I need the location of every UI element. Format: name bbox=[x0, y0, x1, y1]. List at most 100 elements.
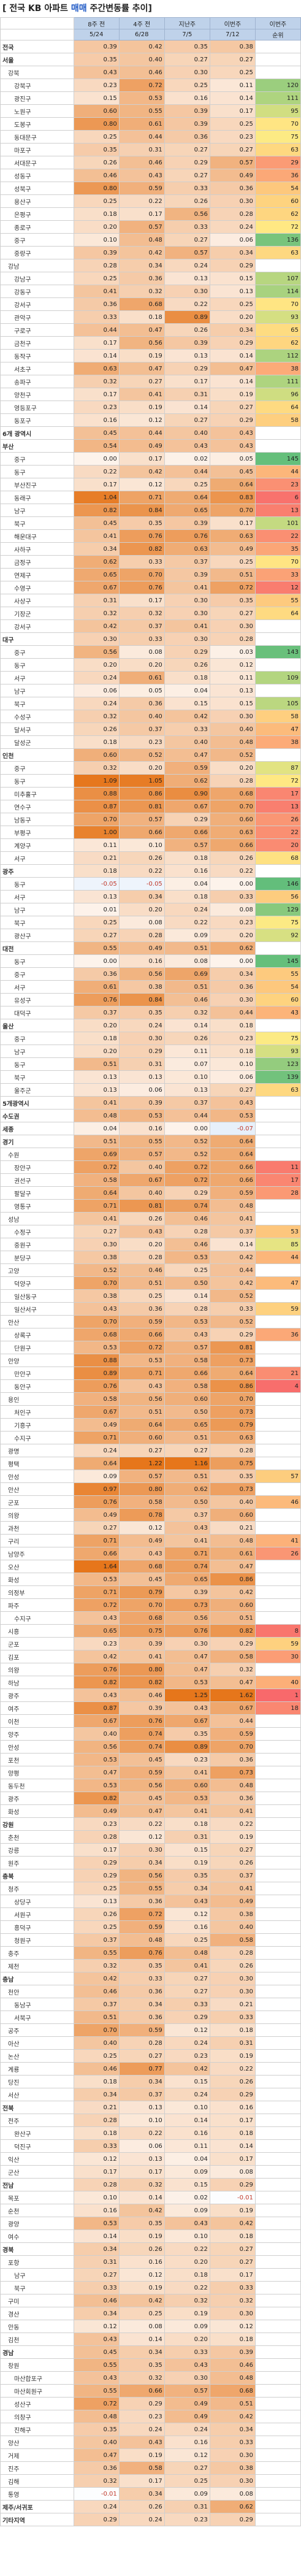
table-row: 강남 0.28 0.34 0.24 0.29 bbox=[0, 259, 301, 272]
change-value-cell: 0.13 bbox=[164, 1083, 210, 1097]
change-value-cell: 0.43 bbox=[118, 1547, 165, 1560]
change-value-cell: 0.41 bbox=[164, 1534, 210, 1547]
change-value-cell: 0.87 bbox=[73, 800, 120, 813]
change-value-cell: 0.82 bbox=[118, 1676, 165, 1689]
rank-cell bbox=[254, 1946, 301, 1960]
change-value-cell: 0.18 bbox=[209, 2126, 256, 2140]
region-name: 은평구 bbox=[0, 207, 74, 221]
change-value-cell: 0.37 bbox=[164, 1508, 210, 1522]
region-name: 장안구 bbox=[0, 1160, 74, 1174]
change-value-cell: 0.20 bbox=[118, 761, 165, 775]
rank-cell bbox=[254, 1315, 301, 1328]
change-value-cell: 0.38 bbox=[118, 980, 165, 994]
region-name: 부산진구 bbox=[0, 478, 74, 491]
rank-cell bbox=[254, 748, 301, 762]
change-value-cell: 0.34 bbox=[118, 2487, 165, 2501]
change-value-cell: 0.59 bbox=[118, 182, 165, 195]
change-value-cell: 0.60 bbox=[209, 1508, 256, 1522]
change-value-cell: 0.65 bbox=[164, 504, 210, 517]
change-value-cell: 0.76 bbox=[73, 1663, 120, 1676]
change-value-cell: 0.36 bbox=[209, 980, 256, 994]
region-name: 양주 bbox=[0, 1727, 74, 1741]
region-name: 성동구 bbox=[0, 169, 74, 182]
table-row: 부평구 1.00 0.66 0.66 0.63 22 bbox=[0, 826, 301, 839]
rank-cell bbox=[254, 1199, 301, 1213]
change-value-cell: 0.53 bbox=[209, 1109, 256, 1122]
region-name: 통영 bbox=[0, 2487, 74, 2501]
change-value-cell: 0.44 bbox=[209, 1263, 256, 1277]
change-value-cell: 0.47 bbox=[73, 2448, 120, 2462]
change-value-cell: 0.43 bbox=[164, 2217, 210, 2230]
change-value-cell: 0.72 bbox=[118, 1341, 165, 1354]
change-value-cell: 0.08 bbox=[209, 2487, 256, 2501]
rank-cell bbox=[254, 2075, 301, 2088]
change-value-cell: 0.34 bbox=[118, 890, 165, 903]
rank-cell: 23 bbox=[254, 478, 301, 491]
change-value-cell: 0.73 bbox=[209, 1405, 256, 1419]
change-value-cell: 0.51 bbox=[164, 980, 210, 994]
rank-cell bbox=[254, 1148, 301, 1161]
change-value-cell: 0.13 bbox=[73, 1083, 120, 1097]
change-value-cell: 0.32 bbox=[209, 2294, 256, 2307]
change-value-cell: 0.18 bbox=[73, 1032, 120, 1045]
region-name: 동구 bbox=[0, 954, 74, 968]
change-value-cell: 0.30 bbox=[164, 632, 210, 646]
change-value-cell: 0.14 bbox=[164, 1289, 210, 1303]
table-row: 마산회원구 0.55 0.66 0.57 0.68 bbox=[0, 2384, 301, 2398]
table-row: 과천 0.27 0.12 0.43 0.21 bbox=[0, 1521, 301, 1535]
change-value-cell: 0.88 bbox=[73, 1354, 120, 1367]
change-value-cell: 0.22 bbox=[118, 864, 165, 878]
rank-cell: 59 bbox=[254, 1302, 301, 1316]
table-row: 강북 0.43 0.46 0.30 0.25 bbox=[0, 66, 301, 79]
change-value-cell: 0.25 bbox=[209, 555, 256, 569]
table-row: 의왕 0.49 0.78 0.37 0.60 bbox=[0, 1508, 301, 1522]
region-name: 세종 bbox=[0, 1122, 74, 1135]
change-value-cell: 0.71 bbox=[164, 1547, 210, 1560]
change-value-cell: 0.27 bbox=[164, 233, 210, 247]
rank-cell bbox=[254, 40, 301, 53]
change-value-cell: 0.52 bbox=[118, 748, 165, 762]
rank-cell bbox=[254, 619, 301, 633]
change-value-cell: 0.14 bbox=[164, 401, 210, 414]
region-name: 서구 bbox=[0, 671, 74, 684]
change-value-cell: 0.06 bbox=[209, 1070, 256, 1084]
change-value-cell: 0.17 bbox=[164, 375, 210, 388]
change-value-cell: 0.22 bbox=[164, 916, 210, 929]
change-value-cell: 0.82 bbox=[73, 504, 120, 517]
change-value-cell: 0.21 bbox=[209, 1521, 256, 1535]
change-value-cell: 0.57 bbox=[118, 1148, 165, 1161]
region-name: 서대문구 bbox=[0, 156, 74, 169]
rank-cell bbox=[254, 2139, 301, 2153]
change-value-cell: 0.47 bbox=[118, 1804, 165, 1818]
change-value-cell: 0.48 bbox=[73, 1109, 120, 1122]
change-value-cell: 0.24 bbox=[118, 1019, 165, 1032]
change-value-cell: 0.46 bbox=[164, 1238, 210, 1251]
table-row: 의왕 0.76 0.80 0.47 0.32 bbox=[0, 1663, 301, 1676]
table-row: 파주 0.72 0.70 0.73 0.60 bbox=[0, 1598, 301, 1612]
change-value-cell: 0.27 bbox=[164, 143, 210, 156]
rank-cell bbox=[254, 1753, 301, 1766]
change-value-cell: 0.79 bbox=[118, 1585, 165, 1599]
region-name: 청원구 bbox=[0, 1933, 74, 1947]
change-value-cell: 0.25 bbox=[118, 1289, 165, 1303]
table-row: 통영 -0.01 0.34 0.09 0.08 bbox=[0, 2487, 301, 2501]
change-value-cell: 0.38 bbox=[73, 1289, 120, 1303]
rank-cell bbox=[254, 2320, 301, 2333]
region-name: 강남 bbox=[0, 259, 74, 272]
table-row: 남구 0.20 0.29 0.11 0.18 93 bbox=[0, 1045, 301, 1058]
change-value-cell: 0.32 bbox=[118, 2178, 165, 2191]
change-value-cell: 0.56 bbox=[73, 645, 120, 659]
change-value-cell: 0.89 bbox=[164, 310, 210, 324]
table-row: 안성 0.56 0.74 0.89 0.70 bbox=[0, 1740, 301, 1754]
col-header-top: 이번주 bbox=[209, 17, 256, 29]
change-value-cell: 0.29 bbox=[209, 1637, 256, 1650]
table-row: 용산구 0.25 0.22 0.26 0.30 60 bbox=[0, 194, 301, 208]
change-value-cell: 0.78 bbox=[118, 1508, 165, 1522]
region-name: 수정구 bbox=[0, 1225, 74, 1238]
region-name: 남구 bbox=[0, 684, 74, 697]
change-value-cell: 0.36 bbox=[73, 297, 120, 311]
change-value-cell: 0.49 bbox=[164, 2410, 210, 2423]
change-value-cell: 0.27 bbox=[164, 53, 210, 66]
rank-cell: 60 bbox=[254, 993, 301, 1006]
region-name: 군포 bbox=[0, 1637, 74, 1650]
